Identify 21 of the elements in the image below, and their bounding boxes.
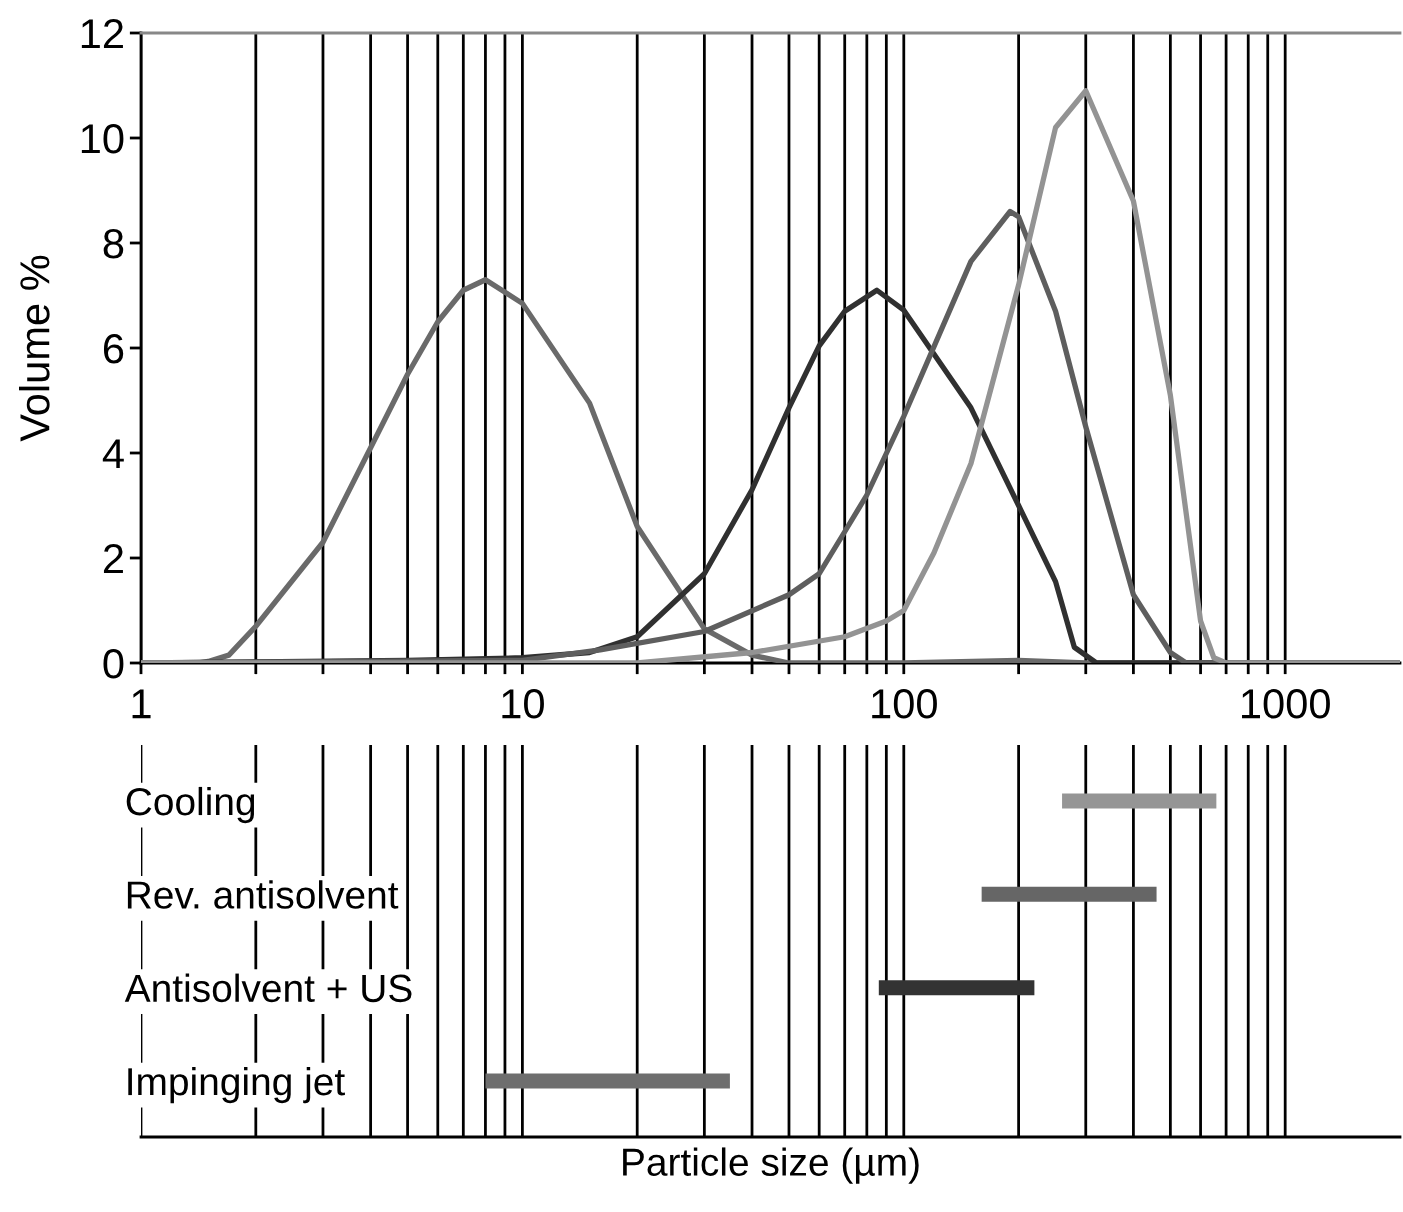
x-axis-title: Particle size (µm): [623, 1147, 919, 1184]
y-axis-title: Volume %: [19, 255, 50, 442]
y-tick-label: Antisolvent + US: [124, 973, 412, 1003]
x-tick-label: 10: [502, 689, 544, 719]
y-tick-label: Rev. antisolvent: [127, 880, 399, 909]
bar: [981, 886, 1157, 902]
bar: [878, 980, 1035, 996]
y-tick-label: 0: [103, 649, 124, 679]
bar: [1062, 793, 1217, 809]
y-tick-label: 12: [81, 19, 123, 49]
y-tick-label: 8: [103, 229, 124, 259]
y-tick-label: 6: [103, 334, 124, 364]
x-tick-label: 1000: [1242, 689, 1330, 719]
y-tick-label: 2: [103, 544, 123, 574]
y-tick-label: Cooling: [126, 786, 255, 824]
x-tick-label: 100: [872, 689, 937, 719]
x-tick-label: 1: [132, 689, 151, 719]
y-tick-label: Impinging jet: [128, 1066, 345, 1104]
y-tick-label: 4: [102, 439, 124, 469]
y-tick-label: 10: [81, 124, 124, 154]
bar: [485, 1073, 730, 1089]
